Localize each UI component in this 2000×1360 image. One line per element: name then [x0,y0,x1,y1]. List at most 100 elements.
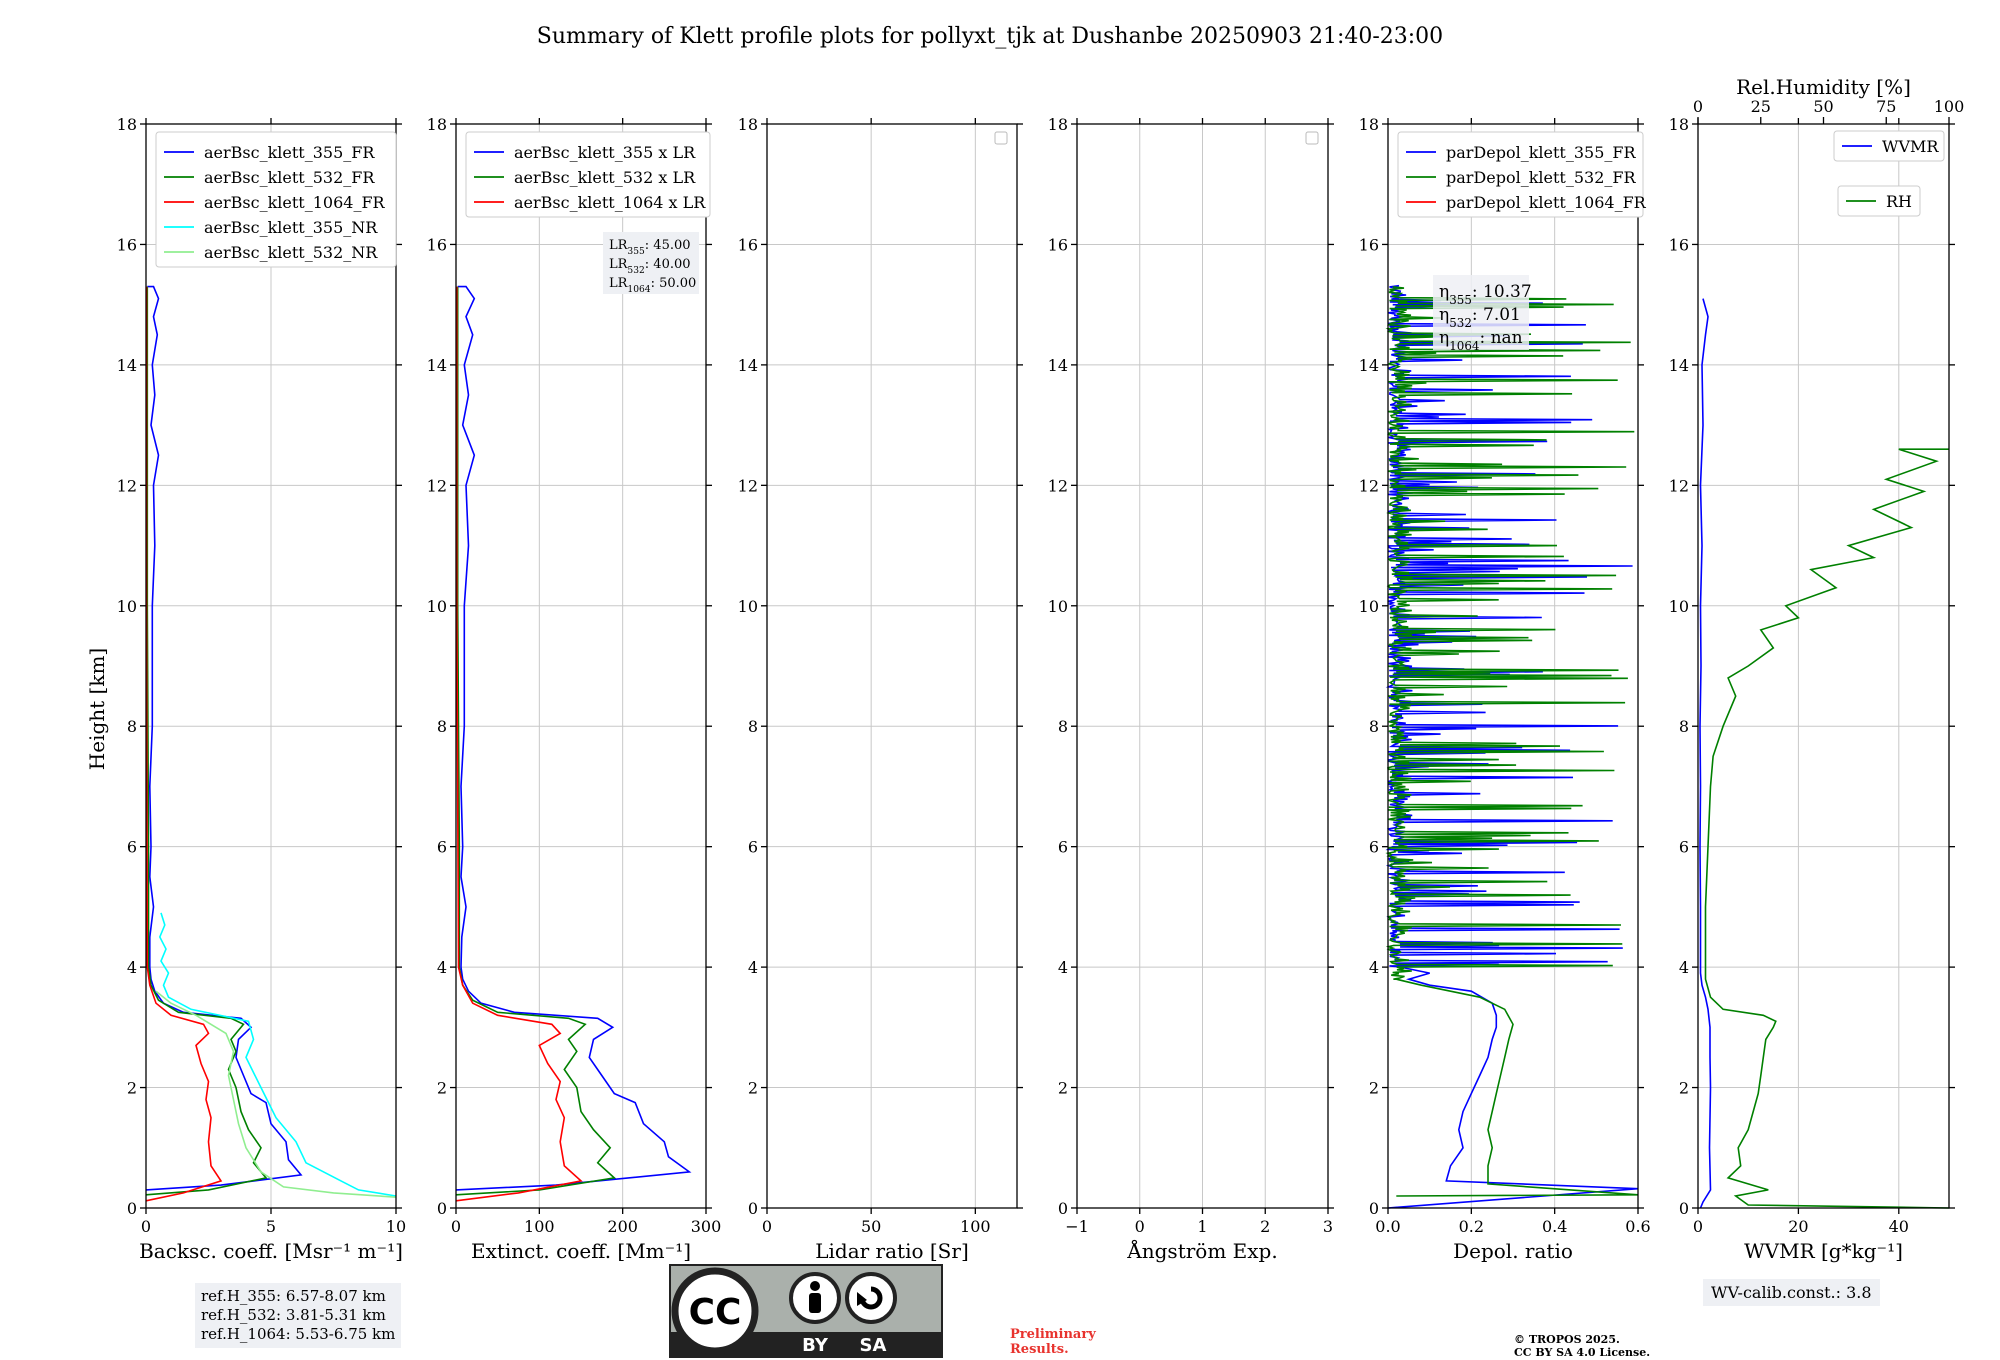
y-tick-label: 16 [427,235,447,254]
cc-main-label: CC [689,1292,742,1333]
top-x-tick-label: 0 [1693,97,1703,116]
legend-box [155,131,397,268]
x-tick-label: 300 [691,1217,722,1236]
chart-title: Summary of Klett profile plots for polly… [537,24,1443,49]
preliminary-results-note: Preliminary Results. [1010,1327,1096,1357]
y-tick-label: 2 [748,1079,758,1098]
y-tick-label: 10 [1669,597,1689,616]
y-tick-label: 12 [738,476,758,495]
legend-entry: aerBsc_klett_532_NR [204,243,378,262]
x-axis-label-lr: Lidar ratio [Sr] [815,1239,969,1263]
y-tick-label: 16 [738,235,758,254]
y-tick-label: 18 [117,115,137,134]
legend-box [465,131,711,218]
legend-box [1397,131,1644,218]
y-tick-label: 6 [1369,838,1379,857]
series-aerBsc_klett_355_NR [158,912,397,1197]
legend-box [1837,185,1921,217]
y-tick-label: 6 [437,838,447,857]
y-tick-label: 14 [1048,356,1068,375]
series-WVMR [1699,298,1712,1209]
y-tick-label: 8 [1058,717,1068,736]
preliminary-line-1: Preliminary [1010,1327,1096,1342]
copyright-line-1: © TROPOS 2025. [1514,1333,1620,1346]
y-tick-label: 2 [437,1079,447,1098]
y-tick-label: 18 [1048,115,1068,134]
axes-frame [455,123,707,1209]
x-tick-label: 0.6 [1625,1217,1650,1236]
legend-box [1833,130,1945,162]
copyright-line-2: CC BY SA 4.0 License. [1514,1346,1651,1359]
y-tick-label: 14 [427,356,447,375]
empty-legend-icon [1305,131,1319,145]
top-x-tick-label: 50 [1813,97,1833,116]
series-parDepol_klett_532_FR [1385,286,1639,1197]
eta-label-1: η532: 7.01 [1439,305,1521,330]
eta-box [1433,275,1529,350]
x-tick-label: 0 [451,1217,461,1236]
y-tick-label: 0 [748,1199,758,1218]
x-tick-label: 1 [1197,1217,1207,1236]
y-axis-label: Height [km] [85,648,109,770]
lr-label-1: LR532: 40.00 [609,257,691,276]
x-tick-label: 0 [141,1217,151,1236]
x-axis-label-ae: Ångström Exp. [1126,1238,1277,1263]
y-tick-label: 8 [1679,717,1689,736]
y-tick-label: 8 [437,717,447,736]
x-tick-label: 100 [524,1217,555,1236]
y-tick-label: 12 [1359,476,1379,495]
axes-frame [1697,123,1950,1209]
x-tick-label: 40 [1889,1217,1909,1236]
legend-entry: aerBsc_klett_355 x LR [514,143,696,162]
x-tick-label: 0 [1693,1217,1703,1236]
y-tick-label: 12 [427,476,447,495]
top-x-tick-label: 25 [1751,97,1771,116]
x-axis-label-bsc: Backsc. coeff. [Msr⁻¹ m⁻¹] [139,1239,403,1263]
y-tick-label: 14 [1359,356,1379,375]
y-tick-label: 12 [1048,476,1068,495]
y-tick-label: 2 [1369,1079,1379,1098]
x-tick-label: 2 [1260,1217,1270,1236]
y-tick-label: 10 [427,597,447,616]
x-tick-label: 0 [762,1217,772,1236]
y-tick-label: 8 [748,717,758,736]
series-aerBsc_klett_355 x LR [455,285,692,1191]
copyright-note: © TROPOS 2025. CC BY SA 4.0 License. [1514,1333,1650,1359]
y-tick-label: 2 [1058,1079,1068,1098]
y-tick-label: 8 [1369,717,1379,736]
y-tick-label: 14 [1669,356,1689,375]
axes-frame [1387,123,1639,1209]
y-tick-label: 2 [1679,1079,1689,1098]
ref-height-1064: ref.H_1064: 5.53-6.75 km [201,1325,396,1343]
x-axis-label-ext: Extinct. coeff. [Mm⁻¹] [471,1239,691,1263]
axes-frame [766,123,1018,1209]
series-aerBsc_klett_532_NR [155,990,397,1198]
y-tick-label: 4 [127,958,137,977]
y-tick-label: 16 [1359,235,1379,254]
x-tick-label: 0 [1135,1217,1145,1236]
x-tick-label: 0.0 [1375,1217,1400,1236]
wv-calibration-box: WV-calib.const.: 3.8 [1703,1279,1880,1306]
eta-label-0: η355: 10.37 [1439,282,1532,307]
y-tick-label: 12 [1669,476,1689,495]
ref-height-box: ref.H_355: 6.57-8.07 km ref.H_532: 3.81-… [195,1283,402,1348]
ref-height-355: ref.H_355: 6.57-8.07 km [201,1287,386,1305]
y-tick-label: 14 [117,356,137,375]
y-tick-label: 6 [748,838,758,857]
y-tick-label: 0 [1679,1199,1689,1218]
y-tick-label: 8 [127,717,137,736]
series-aerBsc_klett_532_FR [145,286,268,1196]
x-tick-label: 3 [1323,1217,1333,1236]
y-tick-label: 18 [1359,115,1379,134]
legend-entry: WVMR [1882,137,1939,156]
x-tick-label: 20 [1788,1217,1808,1236]
legend-entry: aerBsc_klett_355_FR [204,143,375,162]
series-aerBsc_klett_1064 x LR [455,286,583,1202]
y-tick-label: 18 [738,115,758,134]
empty-legend-icon [994,131,1008,145]
y-tick-label: 10 [738,597,758,616]
panel-bsc: 0 2 4 6 8 10 12 14 16 18 0 5 10 Backsc. coeff. [Msr⁻¹… [117,115,407,1263]
legend-entry: parDepol_klett_355_FR [1446,143,1637,162]
